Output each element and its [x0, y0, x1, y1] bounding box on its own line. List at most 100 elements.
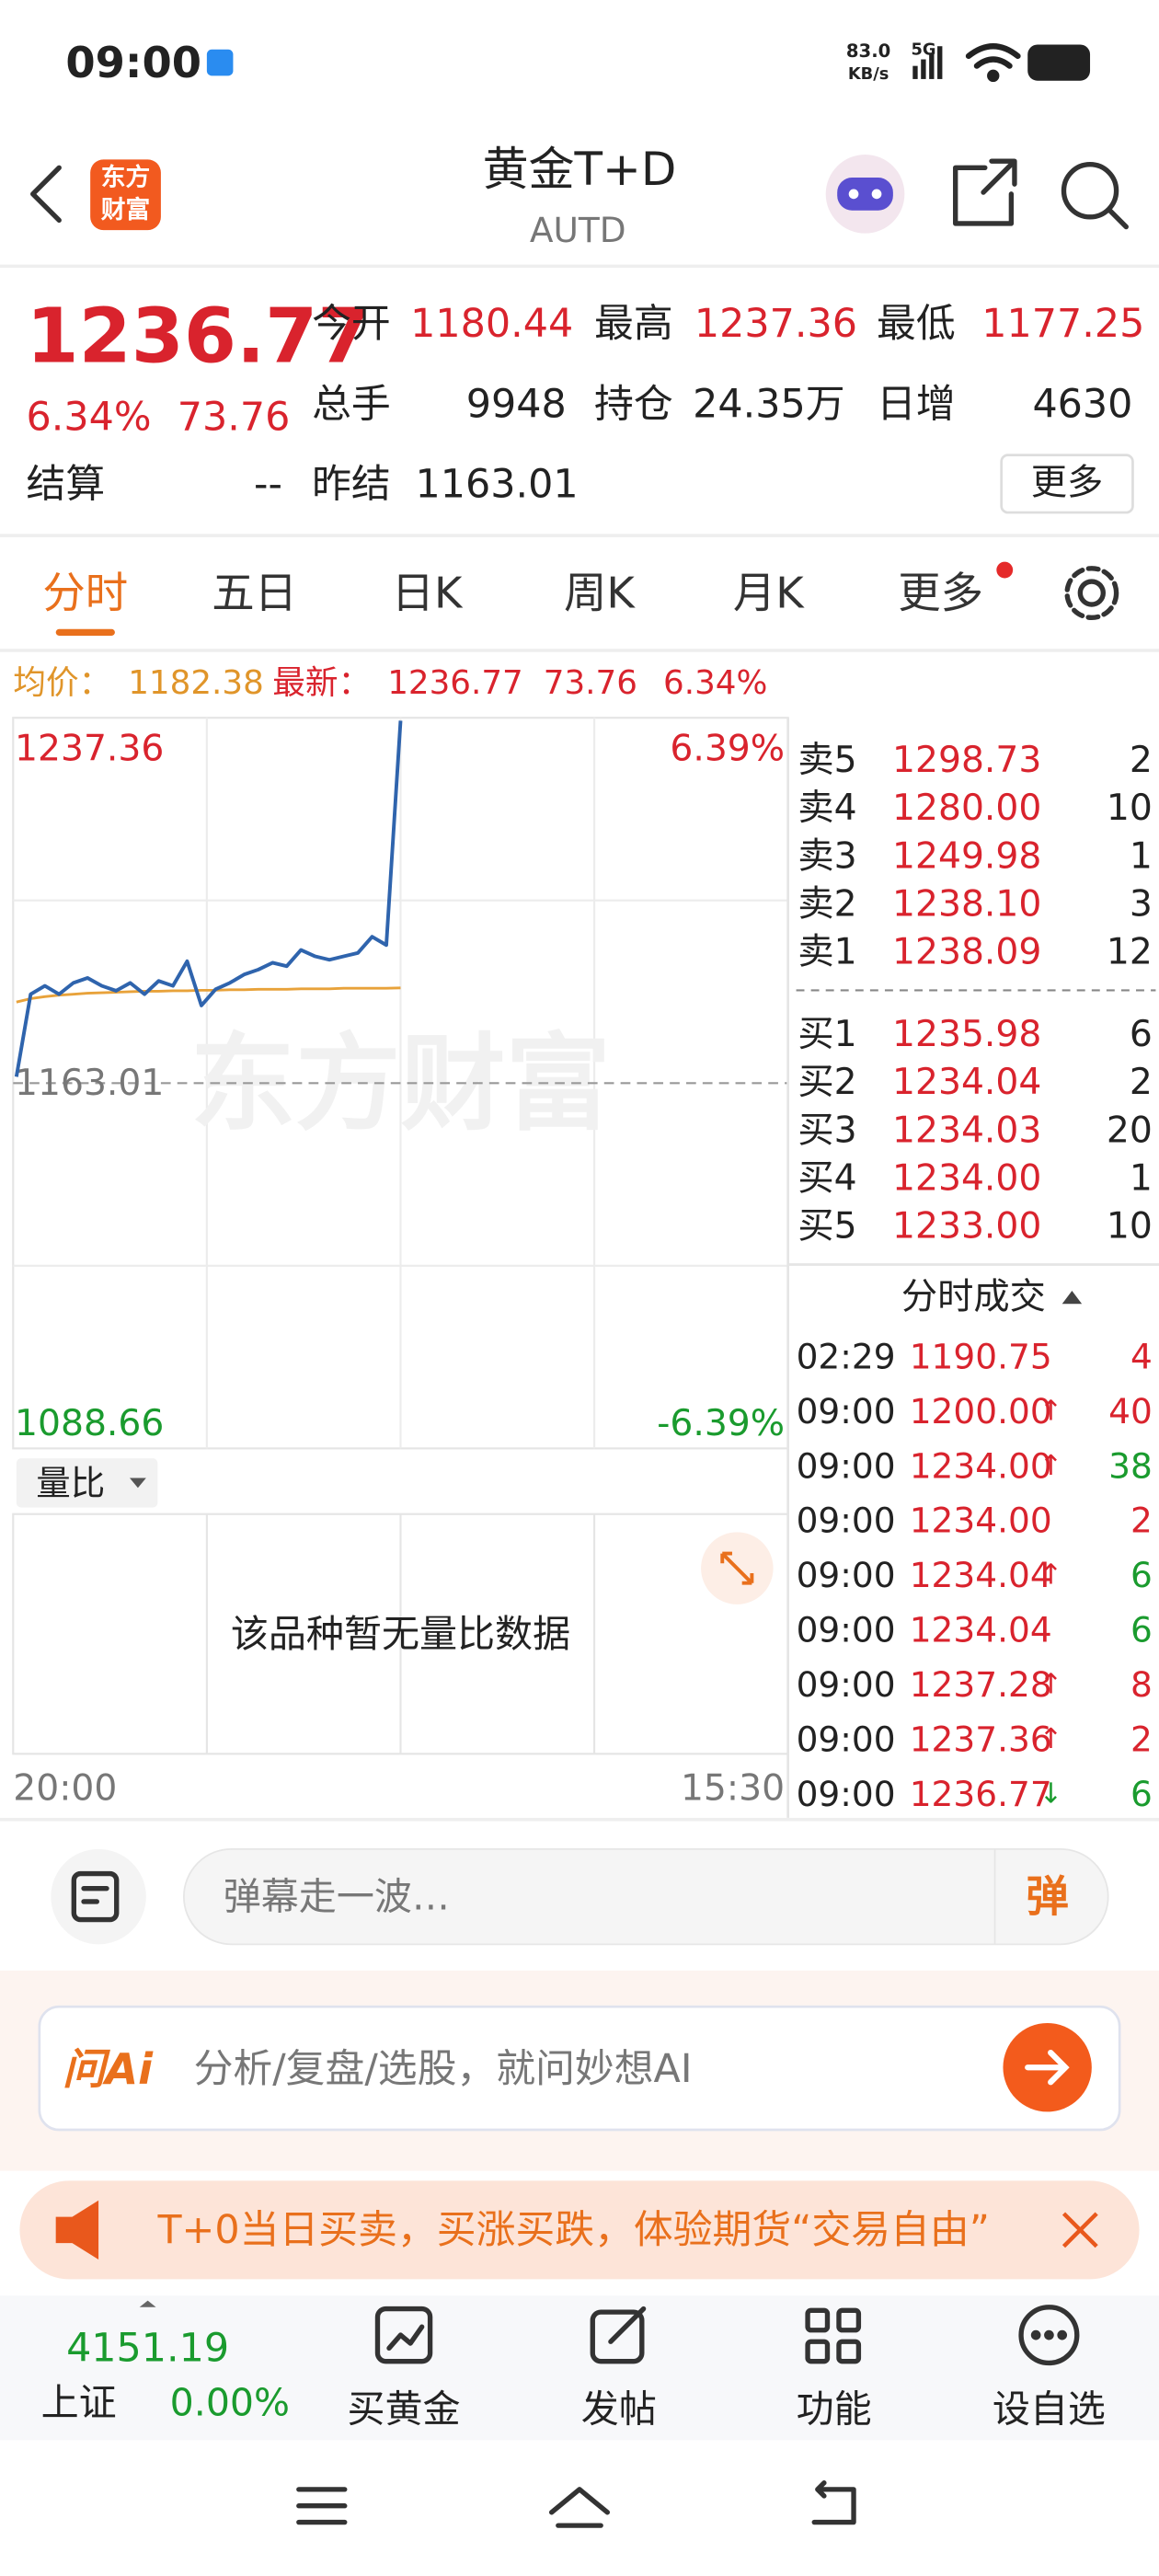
settings-button-part[interactable]: [1077, 579, 1106, 607]
nav-icon-gold[interactable]: [374, 2306, 433, 2364]
book-price: 1233.00: [892, 1206, 1041, 1248]
more-button-label[interactable]: 更多: [1031, 462, 1104, 503]
book-label: 买4: [798, 1157, 856, 1199]
volume-selector[interactable]: [16, 1458, 158, 1508]
nav-icon-watch-part[interactable]: [1018, 2305, 1080, 2366]
book-label: 卖1: [798, 932, 856, 973]
expand-button-part[interactable]: [720, 1551, 754, 1585]
field-value: 1237.36: [694, 301, 857, 347]
system-nav[interactable]: [296, 2480, 856, 2528]
nav-icon-post-part[interactable]: [590, 2309, 645, 2364]
nav-label[interactable]: 功能: [797, 2386, 872, 2431]
trade-price: 1200.00: [910, 1391, 1052, 1432]
comment-settings-button-part[interactable]: [71, 1870, 120, 1923]
comment-input[interactable]: [182, 1847, 1109, 1946]
banner-text[interactable]: T+0当日买卖，买涨买跌，体验期货“交易自由”: [156, 2207, 990, 2253]
nav-label[interactable]: 发帖: [581, 2386, 657, 2431]
index-value[interactable]: 4151.19: [66, 2325, 229, 2371]
divider: [0, 534, 1159, 537]
tab[interactable]: 五日: [212, 569, 297, 618]
assistant-button-part[interactable]: [848, 189, 859, 200]
nav-icon-gold-part[interactable]: [386, 2324, 425, 2352]
assistant-button-part[interactable]: [837, 178, 893, 211]
field-label: 日增: [877, 381, 956, 427]
promo-banner[interactable]: [19, 2180, 1140, 2280]
last-price: 1236.77: [27, 293, 371, 381]
dropdown-arrow[interactable]: [129, 1478, 146, 1489]
system-nav-part[interactable]: [296, 2487, 348, 2525]
nav-icon-watch[interactable]: [1018, 2305, 1080, 2366]
ai-submit-part[interactable]: [1025, 2050, 1070, 2086]
share-button-part[interactable]: [953, 165, 1015, 226]
expand-arrow[interactable]: [139, 2300, 156, 2307]
expand-button[interactable]: [701, 1532, 774, 1604]
nav-icon-gold-part[interactable]: [374, 2306, 433, 2364]
share-button-part[interactable]: [981, 160, 1016, 195]
tab[interactable]: 月K: [733, 569, 805, 618]
nav-icon-func-part[interactable]: [836, 2339, 862, 2364]
nav-icon-func-part[interactable]: [805, 2307, 831, 2333]
field-value: 1180.44: [410, 301, 573, 347]
nav-icon-func-part[interactable]: [836, 2307, 862, 2333]
assistant-button-part[interactable]: [871, 189, 882, 200]
nav-icon-post-part[interactable]: [608, 2306, 647, 2344]
field-label: 今开: [312, 301, 391, 347]
book-label: 买2: [798, 1062, 856, 1103]
system-nav-part[interactable]: [811, 2480, 856, 2525]
search-button-part[interactable]: [1061, 162, 1119, 220]
trade-volume: 6: [1130, 1555, 1153, 1595]
back-button[interactable]: [30, 165, 62, 224]
y-tick-label: 1163.01: [15, 1063, 164, 1104]
share-button[interactable]: [953, 158, 1017, 226]
comment-placeholder[interactable]: 弹幕走一波…: [224, 1875, 450, 1919]
price-line: [16, 986, 401, 1004]
tab[interactable]: 周K: [564, 569, 636, 618]
quote-fields: 今开 1180.44 最高 1237.36 最低 1177.25 总手 9948…: [27, 301, 1145, 508]
tab[interactable]: 日K: [392, 569, 464, 618]
nav-icon-watch-part[interactable]: [1030, 2329, 1041, 2340]
title: 黄金T+D: [483, 143, 677, 196]
notif-icon: [206, 49, 234, 76]
nav-icon-func[interactable]: [805, 2307, 862, 2364]
trade-price: 1234.04: [910, 1610, 1052, 1650]
trade-price: 1237.28: [910, 1664, 1052, 1705]
search-button-part[interactable]: [1107, 208, 1129, 230]
sort-arrow[interactable]: [1061, 1291, 1083, 1305]
nav-label[interactable]: 买黄金: [347, 2386, 460, 2431]
y2-tick-label: -6.39%: [657, 1403, 785, 1444]
comment-settings-button[interactable]: [51, 1848, 146, 1945]
book-price: 1249.98: [892, 835, 1041, 877]
system-nav-part[interactable]: [548, 2487, 611, 2528]
search-button[interactable]: [1061, 162, 1129, 230]
volume-selector-label[interactable]: 量比: [36, 1463, 105, 1503]
trade-time: 09:00: [797, 1391, 896, 1432]
ai-placeholder[interactable]: 分析/复盘/选股，就问妙想AI: [194, 2046, 693, 2092]
nav-icon-watch-part[interactable]: [1057, 2329, 1068, 2340]
settings-button[interactable]: [1064, 566, 1119, 620]
trades-title[interactable]: 分时成交: [901, 1277, 1046, 1318]
assistant-button[interactable]: [825, 155, 905, 234]
ai-submit[interactable]: [1003, 2023, 1092, 2112]
book-volume: 10: [1107, 1206, 1153, 1248]
settings-button-part[interactable]: [1064, 566, 1119, 620]
more-button[interactable]: [1000, 454, 1134, 514]
nav-label[interactable]: 设自选: [993, 2386, 1106, 2431]
tab[interactable]: 更多: [898, 569, 983, 618]
danmaku-button[interactable]: 弹: [1026, 1872, 1068, 1922]
index-name[interactable]: 上证: [41, 2380, 117, 2424]
nav-icon-watch-part[interactable]: [1044, 2329, 1054, 2340]
book-label: 卖3: [798, 835, 856, 877]
ai-input[interactable]: [38, 2005, 1121, 2132]
nav-icon-func-part[interactable]: [805, 2339, 831, 2364]
trade-time: 09:00: [797, 1610, 896, 1650]
tab[interactable]: 分时: [42, 569, 128, 618]
comment-settings-button-part[interactable]: [81, 1885, 109, 1904]
banner-close[interactable]: [1061, 2212, 1098, 2248]
field-label: 结算: [27, 462, 106, 508]
comment-settings-button-part[interactable]: [51, 1848, 146, 1945]
bottom-nav: [0, 2295, 1159, 2441]
index-change[interactable]: 0.00%: [170, 2380, 290, 2424]
book-price: 1234.03: [892, 1110, 1041, 1151]
nav-icon-post[interactable]: [590, 2306, 647, 2364]
net-speed: 83.0: [846, 40, 890, 62]
